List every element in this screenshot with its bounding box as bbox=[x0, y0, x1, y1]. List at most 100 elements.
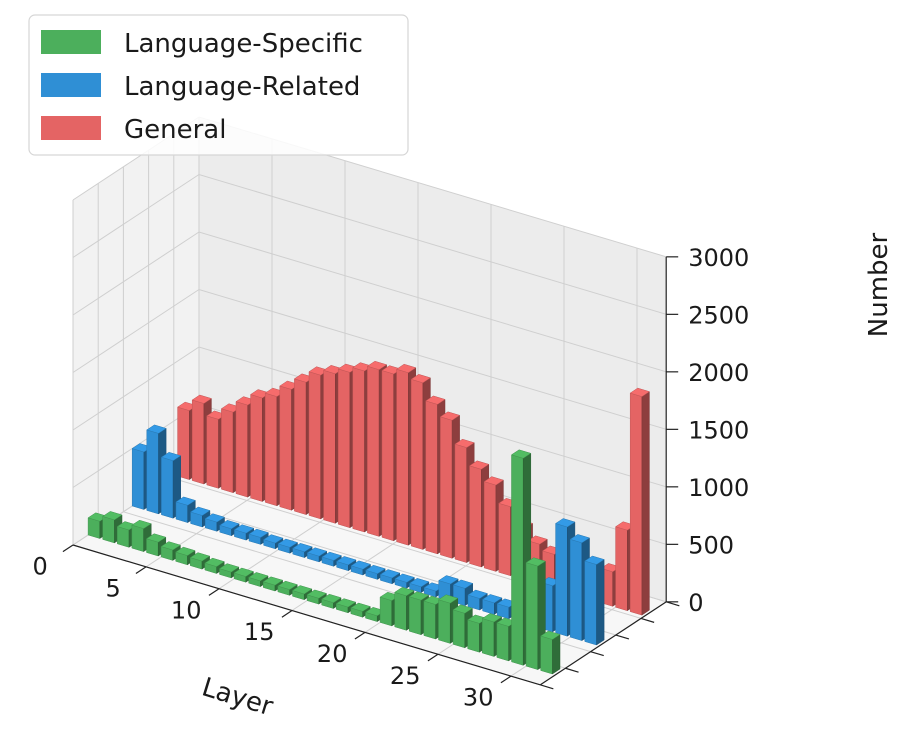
x-tick bbox=[354, 631, 366, 640]
bar-front-face bbox=[102, 516, 115, 544]
bar-top-face bbox=[584, 555, 605, 565]
x-tick-label: 5 bbox=[106, 574, 121, 602]
legend-swatch bbox=[41, 116, 101, 140]
bar-top-face bbox=[452, 579, 474, 589]
bar-front-face bbox=[279, 385, 292, 511]
bar bbox=[409, 578, 430, 593]
bar-top-face bbox=[291, 585, 313, 595]
bar-top-face bbox=[263, 534, 284, 544]
legend-swatch bbox=[41, 73, 101, 97]
bar-top-face bbox=[437, 594, 459, 604]
bar bbox=[350, 602, 371, 618]
bar-top-face bbox=[394, 587, 415, 597]
z-tick-label: 0 bbox=[688, 589, 703, 617]
bar-top-face bbox=[482, 594, 503, 604]
bar-front-face bbox=[409, 596, 422, 636]
bar-front-face bbox=[352, 367, 365, 533]
bar-front-face bbox=[496, 622, 509, 662]
bar bbox=[350, 560, 372, 576]
bar-top-face bbox=[292, 543, 313, 553]
legend-label: Language-Related bbox=[124, 72, 360, 102]
bar-side-face bbox=[641, 391, 650, 616]
bar bbox=[190, 506, 211, 528]
bar-front-face bbox=[498, 502, 511, 577]
bar bbox=[131, 519, 152, 553]
z-tick-label: 2500 bbox=[688, 301, 749, 329]
bar-top-face bbox=[248, 572, 269, 582]
bar-top-face bbox=[555, 518, 576, 528]
x-tick-label: 30 bbox=[463, 684, 494, 712]
x-tick-label: 10 bbox=[171, 596, 202, 624]
series-language-specific bbox=[87, 449, 561, 675]
x-tick bbox=[500, 675, 512, 684]
bar-front-face bbox=[206, 415, 219, 489]
legend-label: Language-Specific bbox=[124, 29, 363, 59]
bar-top-face bbox=[102, 511, 123, 521]
bar-top-face bbox=[233, 524, 255, 534]
bar-front-face bbox=[629, 392, 643, 616]
x-tick-label: 20 bbox=[317, 640, 348, 668]
y-tick bbox=[590, 651, 604, 657]
bar-side-face bbox=[596, 559, 605, 646]
bar bbox=[525, 557, 546, 671]
bar-top-face bbox=[425, 395, 446, 405]
bar-top-face bbox=[527, 535, 548, 545]
bar bbox=[102, 511, 123, 544]
bar bbox=[263, 534, 284, 550]
bar-top-face bbox=[439, 411, 461, 421]
x-tick bbox=[135, 566, 147, 574]
x-tick-label: 25 bbox=[390, 662, 421, 690]
bar-top-face bbox=[379, 569, 401, 579]
bar-front-face bbox=[511, 454, 524, 666]
bar-front-face bbox=[394, 591, 407, 631]
z-tick-label: 500 bbox=[688, 531, 734, 559]
bar bbox=[306, 589, 327, 605]
bar-top-face bbox=[525, 557, 546, 567]
bar-front-face bbox=[452, 609, 466, 649]
bar bbox=[540, 630, 561, 675]
bar-front-face bbox=[454, 443, 467, 563]
bar-front-face bbox=[467, 619, 480, 653]
bar-top-face bbox=[350, 602, 371, 612]
bar-top-face bbox=[233, 567, 254, 577]
bar-top-face bbox=[131, 519, 152, 529]
legend-box bbox=[28, 14, 409, 156]
bar-top-face bbox=[248, 528, 269, 538]
bar bbox=[233, 567, 254, 583]
bar-top-face bbox=[306, 547, 328, 557]
bar bbox=[248, 572, 269, 588]
bar-front-face bbox=[555, 523, 568, 637]
x-tick-label: 15 bbox=[244, 618, 275, 646]
bar-top-face bbox=[569, 534, 591, 544]
z-axis-title: Number bbox=[864, 232, 894, 337]
y-axis-line bbox=[539, 601, 667, 686]
bar-top-face bbox=[321, 551, 342, 561]
bar-front-face bbox=[483, 481, 497, 572]
bar bbox=[204, 513, 226, 532]
bar bbox=[394, 573, 415, 589]
bar bbox=[469, 460, 490, 568]
bar-top-face bbox=[160, 452, 182, 461]
bar-front-face bbox=[131, 448, 145, 510]
bar-front-face bbox=[308, 371, 321, 520]
y-tick bbox=[565, 667, 579, 673]
bar-top-face bbox=[483, 476, 504, 486]
bar-top-face bbox=[160, 541, 181, 551]
bar-front-face bbox=[584, 560, 597, 646]
legend-label: General bbox=[124, 115, 226, 145]
bar-front-face bbox=[381, 370, 394, 542]
bar-top-face bbox=[396, 363, 417, 373]
bar-front-face bbox=[235, 401, 248, 498]
bar-top-face bbox=[306, 589, 327, 599]
bar-top-face bbox=[469, 460, 490, 470]
bar bbox=[204, 557, 225, 574]
bar-front-face bbox=[423, 600, 436, 640]
y-tick bbox=[666, 601, 680, 607]
bar-top-face bbox=[438, 575, 459, 585]
bar-top-face bbox=[540, 630, 561, 640]
bar-top-face bbox=[262, 576, 284, 586]
z-tick-label: 3000 bbox=[688, 244, 749, 272]
bar-top-face bbox=[204, 557, 225, 567]
legend: Language-Specific Language-Related General bbox=[28, 14, 409, 156]
